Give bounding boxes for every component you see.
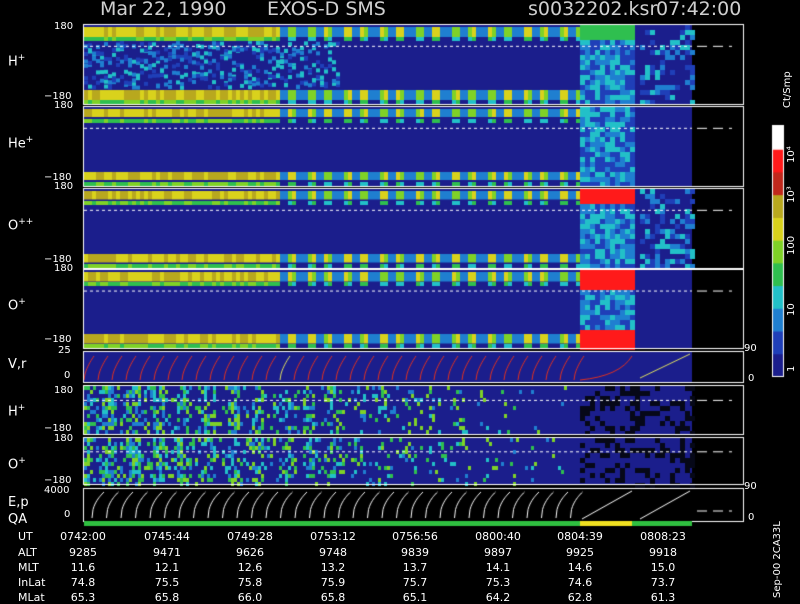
- table-cell: 0745:44: [144, 530, 190, 543]
- tick-top: 180: [54, 385, 74, 396]
- table-cell: 61.3: [650, 591, 676, 604]
- table-cell: 73.7: [650, 576, 676, 589]
- table-cell: 0753:12: [310, 530, 356, 543]
- table-cell: 0749:28: [227, 530, 273, 543]
- table-cell: 9285: [69, 546, 97, 559]
- tick-top: 4000: [44, 485, 70, 496]
- right-tick-top: 90: [744, 343, 757, 354]
- table-cell: 64.2: [485, 591, 511, 604]
- panel-label-ep: E,p: [8, 495, 29, 510]
- table-cell: 0808:23: [640, 530, 686, 543]
- right-tick-bottom: 0: [748, 512, 755, 523]
- tick-bottom: −180: [44, 475, 72, 486]
- table-cell: 9839: [401, 546, 429, 559]
- header-date: Mar 22, 1990: [100, 0, 227, 20]
- tick-top: 180: [54, 181, 74, 192]
- tick-top: 25: [58, 345, 71, 356]
- footer-side-label: Sep-00 2CA33L: [772, 521, 783, 598]
- colorbar-tick: 10³: [786, 186, 797, 203]
- colorbar-tick: 100: [786, 235, 797, 255]
- table-cell: 75.9: [320, 576, 346, 589]
- table-cell: 11.6: [70, 561, 96, 574]
- table-cell: 9925: [566, 546, 594, 559]
- colorbar-tick: 10⁴: [786, 146, 797, 163]
- table-row-label: InLat: [18, 576, 46, 589]
- table-cell: 65.1: [402, 591, 428, 604]
- table-cell: 0804:39: [557, 530, 603, 543]
- table-cell: 9918: [649, 546, 677, 559]
- table-cell: 9897: [484, 546, 512, 559]
- tick-bottom: −180: [44, 334, 72, 345]
- table-row-label: MLT: [18, 561, 39, 574]
- header-time: 07:42:00: [656, 0, 742, 20]
- table-cell: 66.0: [237, 591, 263, 604]
- header-file: s0032202.ksr: [528, 0, 658, 20]
- table-cell: 12.1: [154, 561, 180, 574]
- panel-label-he-plus: He+: [8, 135, 34, 152]
- header-mission: EXOS-D SMS: [267, 0, 386, 20]
- right-tick-top: 90: [744, 481, 757, 492]
- table-cell: 74.8: [70, 576, 96, 589]
- panel-label-vr: V,r: [8, 357, 27, 372]
- panel-label-o-plusplus: O++: [8, 217, 34, 234]
- table-cell: 0742:00: [60, 530, 106, 543]
- table-cell: 75.7: [402, 576, 428, 589]
- table-cell: 9471: [153, 546, 181, 559]
- panel-label-h-plus: H+: [8, 53, 26, 70]
- tick-top: 180: [54, 263, 74, 274]
- tick-bottom: −180: [44, 91, 72, 102]
- tick-top: 180: [54, 100, 74, 111]
- panel-label-o-plus-2: O+: [8, 456, 26, 473]
- tick-bottom: 0: [64, 509, 71, 520]
- table-cell: 14.1: [485, 561, 511, 574]
- tick-bottom: 0: [64, 370, 71, 381]
- panel-label-qa: QA: [8, 512, 28, 527]
- table-cell: 13.7: [402, 561, 428, 574]
- right-tick-bottom: 0: [748, 373, 755, 384]
- table-cell: 74.6: [567, 576, 593, 589]
- tick-bottom: −180: [44, 172, 72, 183]
- panel-label-h-plus-2: H+: [8, 403, 26, 420]
- table-cell: 9626: [236, 546, 264, 559]
- table-cell: 13.2: [320, 561, 346, 574]
- table-row-label: ALT: [18, 546, 37, 559]
- table-cell: 65.8: [154, 591, 180, 604]
- table-cell: 75.8: [237, 576, 263, 589]
- colorbar-unit: Ct/Smp: [782, 71, 793, 108]
- tick-top: 180: [54, 433, 74, 444]
- table-cell: 12.6: [237, 561, 263, 574]
- panel-label-o-plus: O+: [8, 297, 26, 314]
- table-cell: 0756:56: [392, 530, 438, 543]
- table-cell: 75.3: [485, 576, 511, 589]
- table-cell: 9748: [319, 546, 347, 559]
- table-cell: 65.3: [70, 591, 96, 604]
- table-cell: 62.8: [567, 591, 593, 604]
- tick-bottom: −180: [44, 254, 72, 265]
- colorbar-tick: 10: [786, 303, 797, 316]
- tick-bottom: −180: [44, 423, 72, 434]
- tick-top: 180: [54, 21, 74, 32]
- table-row-label: UT: [18, 530, 33, 543]
- table-cell: 14.6: [567, 561, 593, 574]
- table-cell: 75.5: [154, 576, 180, 589]
- table-cell: 65.8: [320, 591, 346, 604]
- table-cell: 15.0: [650, 561, 676, 574]
- table-cell: 0800:40: [475, 530, 521, 543]
- table-row-label: MLat: [18, 591, 45, 604]
- colorbar-tick: 1: [786, 365, 797, 372]
